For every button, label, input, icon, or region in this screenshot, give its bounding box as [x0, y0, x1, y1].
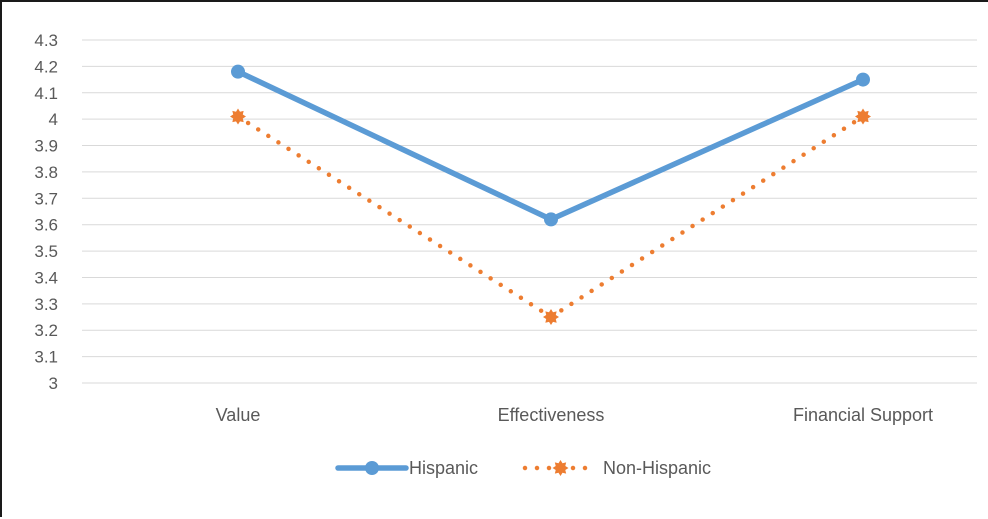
- x-category-label: Financial Support: [793, 405, 933, 425]
- y-tick-label: 3.8: [34, 163, 58, 182]
- data-point: [230, 108, 246, 125]
- data-point: [543, 309, 559, 326]
- x-axis-category-labels: Value Effectiveness Financial Support: [216, 405, 933, 425]
- y-tick-label: 3.2: [34, 321, 58, 340]
- legend-label: Non-Hispanic: [603, 458, 711, 478]
- y-tick-label: 3.9: [34, 137, 58, 156]
- data-point: [544, 212, 558, 227]
- y-tick-label: 3.7: [34, 189, 58, 208]
- legend-swatch-marker: [552, 460, 569, 476]
- series-lines: [235, 68, 866, 320]
- gridlines: [82, 39, 977, 384]
- y-tick-label: 3.3: [34, 295, 58, 314]
- y-tick-label: 4.3: [34, 31, 58, 50]
- y-tick-label: 4: [49, 110, 58, 129]
- y-tick-label: 3.6: [34, 216, 58, 235]
- y-axis-tick-labels: 3 3.1 3.2 3.3 3.4 3.5 3.6 3.7 3.8 3.9 4 4.1 4.2 4.3: [34, 31, 58, 393]
- legend: Hispanic Non-Hispanic: [335, 458, 711, 478]
- y-tick-label: 4.1: [34, 84, 58, 103]
- y-tick-label: 3.1: [34, 348, 58, 367]
- data-point: [856, 72, 870, 87]
- y-tick-label: 3.4: [34, 268, 58, 287]
- y-tick-label: 3: [49, 374, 58, 393]
- data-point: [855, 108, 871, 125]
- y-tick-label: 4.2: [34, 57, 58, 76]
- legend-label: Hispanic: [409, 458, 478, 478]
- y-tick-label: 3.5: [34, 242, 58, 261]
- legend-swatch-marker: [365, 461, 379, 475]
- x-category-label: Value: [216, 405, 261, 425]
- data-point: [231, 64, 245, 79]
- series-markers: [230, 64, 871, 326]
- x-category-label: Effectiveness: [498, 405, 605, 425]
